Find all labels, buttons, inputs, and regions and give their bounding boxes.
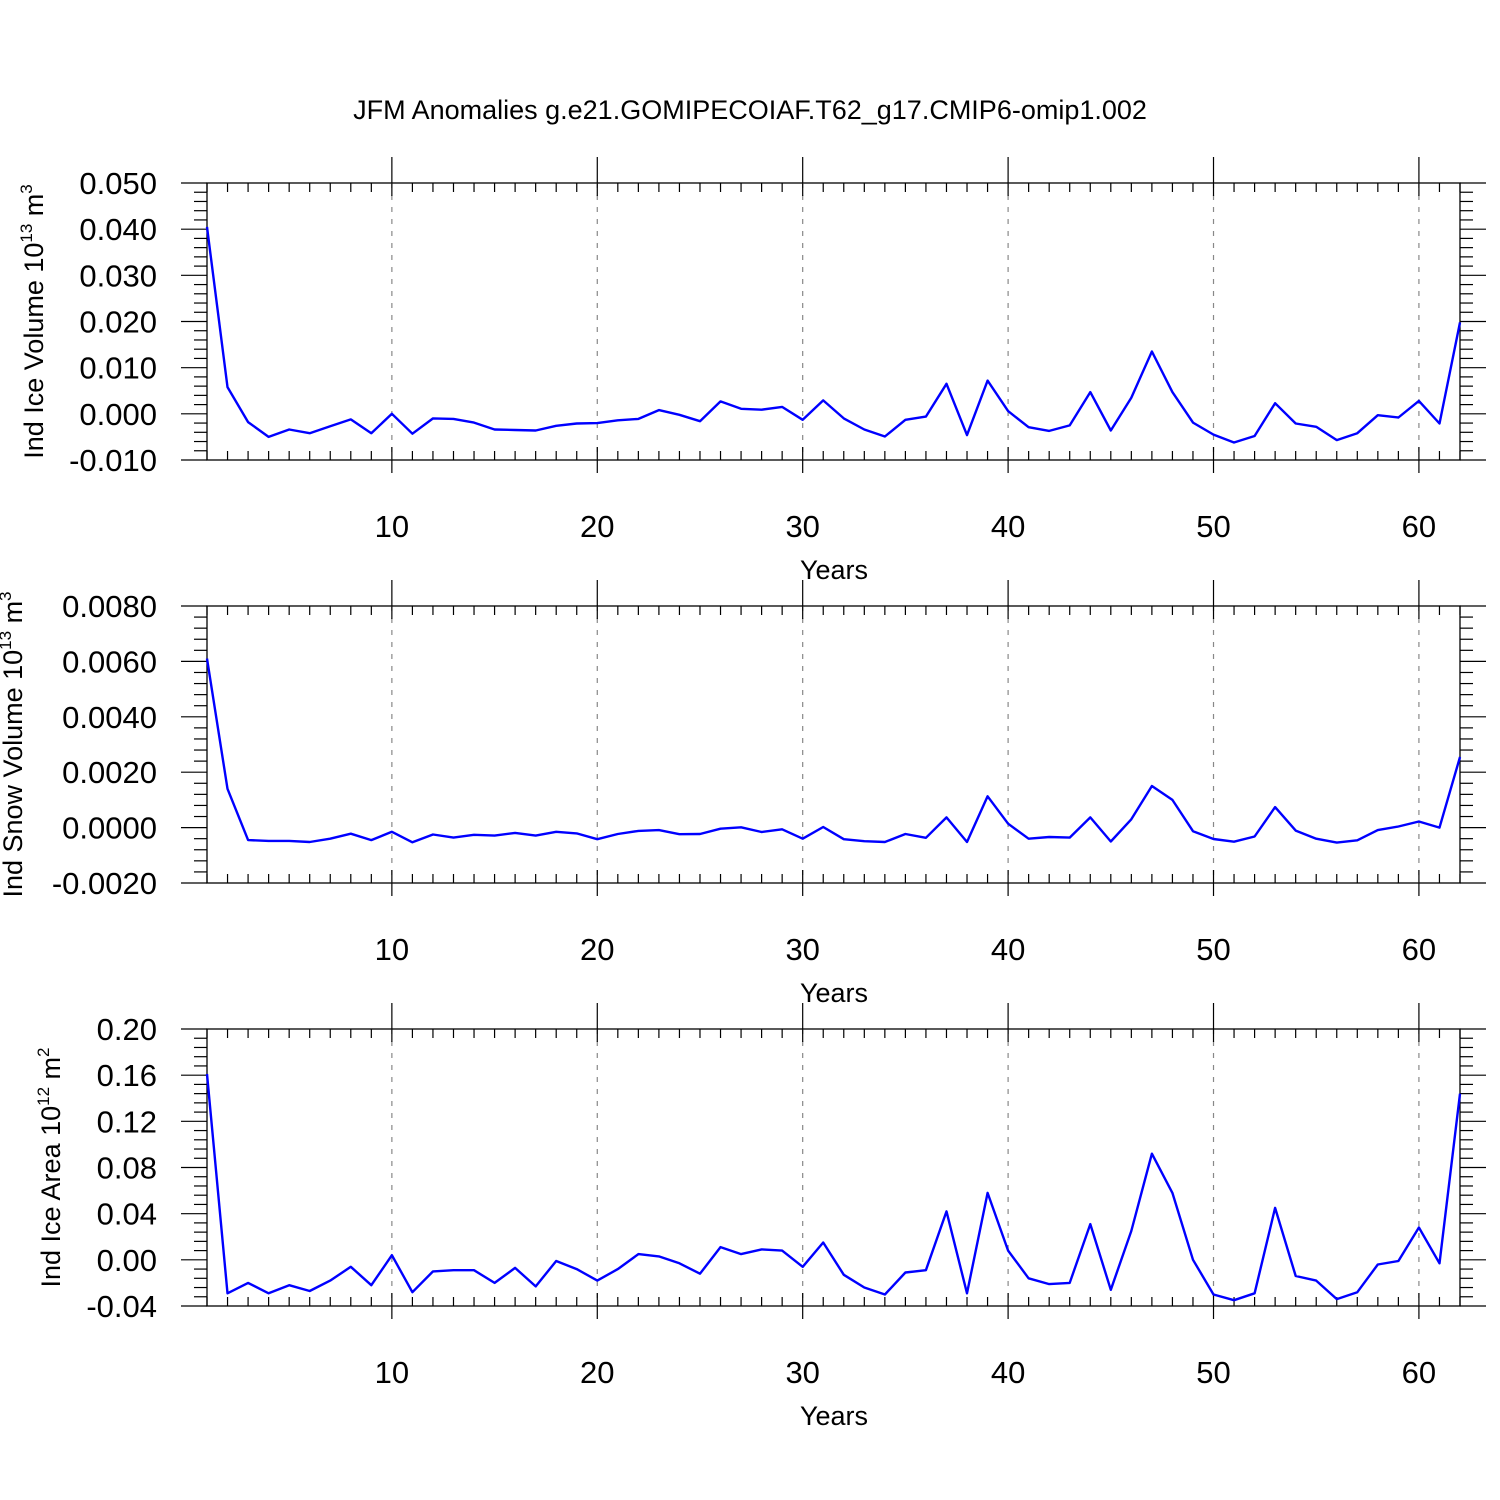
panel-snow-volume: -0.0020 0.0000 0.0020 0.0040 0.0060 0.0080 10… [0,580,1486,1008]
y-tick-label: 0.030 [79,258,157,293]
y-tick-labels: -0.04 0.00 0.04 0.08 0.12 0.16 0.20 [86,1012,157,1324]
y-tick-label: 0.0040 [62,700,157,735]
y-tick-label: 0.050 [79,166,157,201]
x-tick-label: 10 [375,509,409,544]
y-tick-label: 0.0080 [62,589,157,624]
y-tick-label: 0.000 [79,397,157,432]
x-tick-label: 50 [1196,1355,1230,1390]
y-tick-label: 0.0000 [62,811,157,846]
y-axis-title: Ind Ice Area 1012 m2 [34,1047,66,1287]
y-tick-label: 0.16 [97,1058,157,1093]
x-tick-label: 30 [785,1355,819,1390]
snow-volume-series-line [205,658,1462,844]
figure-title: JFM Anomalies g.e21.GOMIPECOIAF.T62_g17.… [353,95,1147,125]
x-tick-label: 30 [785,932,819,967]
x-tick-label: 40 [991,1355,1025,1390]
y-tick-labels: -0.010 0.000 0.010 0.020 0.030 0.040 0.050 [69,166,157,478]
x-tick-label: 60 [1402,509,1436,544]
ice-area-series-line [205,1073,1462,1302]
x-tick-labels: 10 20 30 40 50 60 [375,932,1437,967]
panel-ice-volume: -0.010 0.000 0.010 0.020 0.030 0.040 0.050 10 2… [17,157,1486,585]
x-tick-label: 30 [785,509,819,544]
y-axis-title: Ind Ice Volume 1013 m3 [17,184,49,459]
y-tick-label: 0.12 [97,1104,157,1139]
y-tick-label: 0.010 [79,351,157,386]
y-tick-label: 0.0060 [62,644,157,679]
x-tick-label: 10 [375,1355,409,1390]
plot-frame [206,182,1461,461]
panel-ice-area: -0.04 0.00 0.04 0.08 0.12 0.16 0.20 10 20 30 40 50… [34,1003,1486,1431]
y-tick-label: 0.0020 [62,755,157,790]
tick-marks [181,1003,1486,1319]
x-tick-label: 60 [1402,1355,1436,1390]
x-axis-title: Years [800,978,868,1008]
x-tick-label: 20 [580,509,614,544]
x-axis-title: Years [800,555,868,585]
ice-volume-series-line [205,226,1462,444]
tick-marks [181,157,1486,473]
x-grid [391,1029,1420,1306]
x-tick-label: 50 [1196,509,1230,544]
y-tick-label: 0.00 [97,1243,157,1278]
y-tick-labels: -0.0020 0.0000 0.0020 0.0040 0.0060 0.0080 [52,589,157,901]
y-tick-label: 0.20 [97,1012,157,1047]
y-tick-label: 0.08 [97,1151,157,1186]
x-tick-label: 50 [1196,932,1230,967]
x-tick-label: 40 [991,509,1025,544]
y-tick-label: 0.04 [97,1197,157,1232]
tick-marks [181,580,1486,896]
y-tick-label: -0.04 [86,1289,157,1324]
y-tick-label: -0.0020 [52,866,157,901]
y-axis-title: Ind Snow Volume 1013 m3 [0,591,28,897]
x-tick-label: 20 [580,932,614,967]
plot-frame [206,1028,1461,1307]
x-tick-labels: 10 20 30 40 50 60 [375,1355,1437,1390]
y-tick-label: -0.010 [69,443,157,478]
y-tick-label: 0.020 [79,305,157,340]
plot-frame [206,605,1461,884]
x-tick-label: 40 [991,932,1025,967]
x-tick-label: 10 [375,932,409,967]
x-tick-labels: 10 20 30 40 50 60 [375,509,1437,544]
y-tick-label: 0.040 [79,212,157,247]
x-tick-label: 60 [1402,932,1436,967]
x-tick-label: 20 [580,1355,614,1390]
x-grid [391,606,1420,883]
x-axis-title: Years [800,1401,868,1431]
